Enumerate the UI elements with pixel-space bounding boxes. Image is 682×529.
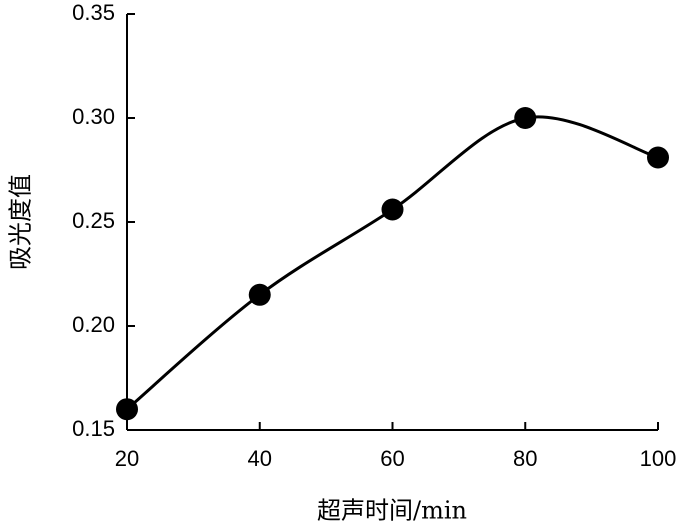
marker (647, 146, 669, 169)
x-tick-label: 80 (513, 446, 537, 471)
y-tick-label: 0.25 (72, 208, 115, 233)
series-line (126, 115, 659, 411)
marker (116, 398, 138, 421)
x-tick-label: 100 (640, 446, 677, 471)
y-tick-label: 0.20 (72, 312, 115, 337)
marker (381, 198, 404, 221)
x-tick-label: 20 (115, 446, 139, 471)
x-tick-label: 40 (248, 446, 272, 471)
y-tick-label: 0.15 (72, 416, 115, 441)
marker (248, 283, 271, 306)
x-axis-label: 超声时间/min (317, 497, 467, 525)
marker (514, 107, 537, 129)
y-tick-label: 0.35 (72, 0, 115, 25)
x-tick-label: 60 (380, 446, 404, 471)
y-axis-label: 吸光度值 (7, 174, 35, 270)
y-tick-label: 0.30 (72, 104, 115, 129)
